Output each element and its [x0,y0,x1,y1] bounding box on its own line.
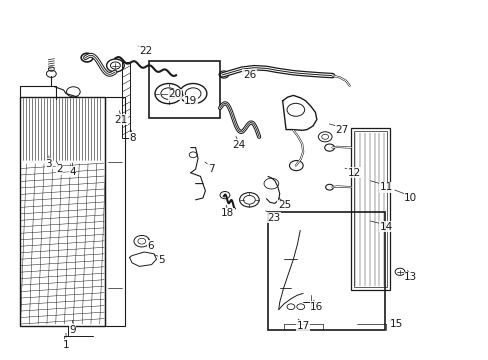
Bar [20,97,105,326]
Bar [122,62,130,138]
Text: 8: 8 [129,132,136,143]
Text: 7: 7 [207,164,214,174]
Text: 1: 1 [62,340,69,350]
Bar [149,61,220,118]
Text: 20: 20 [168,89,181,99]
Text: 9: 9 [69,325,76,336]
Text: 14: 14 [379,222,392,232]
Text: 21: 21 [114,115,128,125]
Text: 13: 13 [403,272,417,282]
Text: 6: 6 [147,240,154,251]
Text: 11: 11 [379,182,392,192]
Bar [350,128,389,290]
Text: 23: 23 [266,213,280,223]
Text: 27: 27 [335,125,348,135]
Text: 24: 24 [231,140,245,150]
Text: 16: 16 [309,302,323,312]
Text: 18: 18 [220,208,234,218]
Text: 3: 3 [45,159,52,169]
Text: 12: 12 [347,168,361,178]
Bar [105,97,124,326]
Text: 15: 15 [388,319,402,329]
Text: 10: 10 [404,193,416,203]
Text: 2: 2 [56,164,63,174]
Text: 5: 5 [158,255,164,265]
Text: 25: 25 [277,200,291,210]
Text: 22: 22 [139,46,152,56]
Bar [353,131,386,287]
Bar [267,212,385,330]
Text: 17: 17 [296,321,309,331]
Text: 19: 19 [183,96,197,106]
Text: 26: 26 [242,70,256,80]
Text: 4: 4 [69,167,76,177]
